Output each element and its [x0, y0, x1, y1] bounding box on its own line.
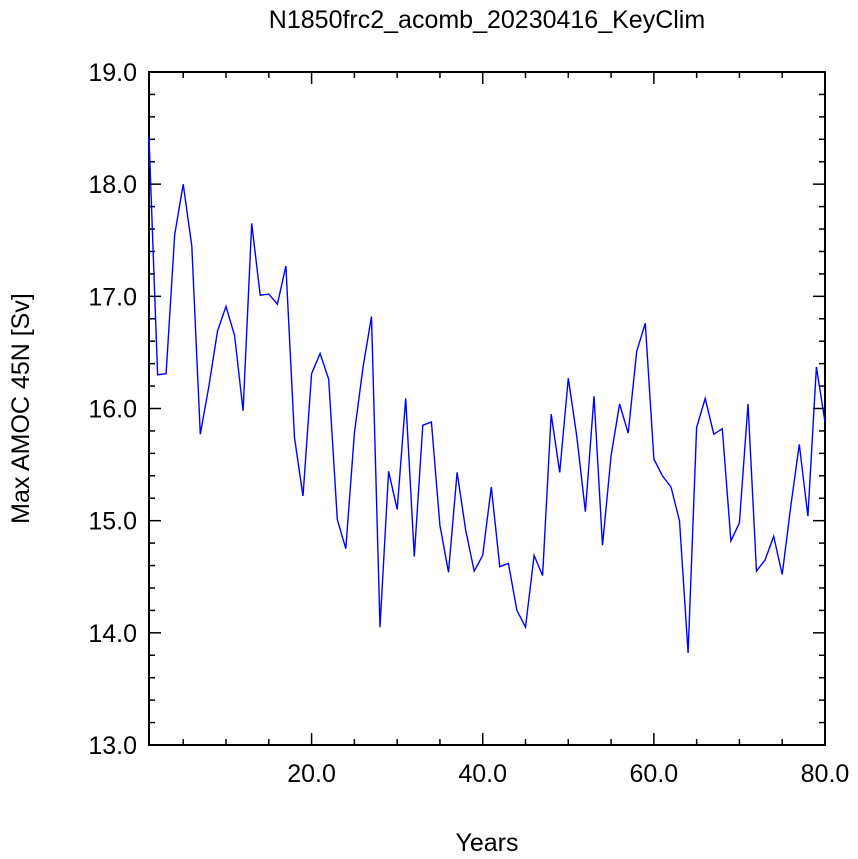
- x-tick-label: 20.0: [287, 760, 336, 788]
- plot-frame: [148, 71, 826, 746]
- y-tick-label: 16.0: [88, 396, 137, 424]
- x-axis-label: Years: [455, 829, 518, 857]
- y-axis-label: Max AMOC 45N [Sv]: [7, 293, 35, 524]
- plot-area: 13.0 14.0 15.0 16.0 17.0 18.0 19.0 20.0 40.0 60.0…: [88, 59, 849, 788]
- chart-title: N1850frc2_acomb_20230416_KeyClim: [269, 6, 705, 34]
- y-tick-label: 18.0: [88, 171, 137, 199]
- x-tick-label: 80.0: [801, 760, 850, 788]
- y-tick-label: 17.0: [88, 283, 137, 311]
- y-tick-label: 14.0: [88, 620, 137, 648]
- y-tick-label: 13.0: [88, 732, 137, 760]
- x-tick-label: 40.0: [458, 760, 507, 788]
- x-tick-label: 60.0: [630, 760, 679, 788]
- y-tick-label: 15.0: [88, 508, 137, 536]
- y-tick-label: 19.0: [88, 59, 137, 87]
- series-line: [148, 137, 826, 654]
